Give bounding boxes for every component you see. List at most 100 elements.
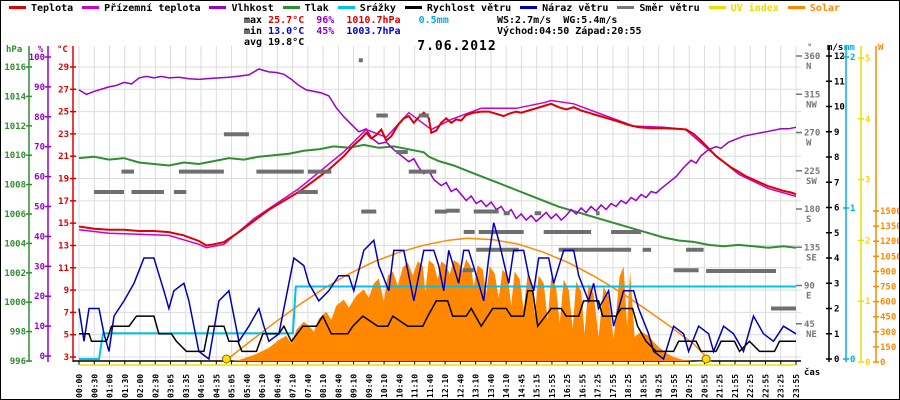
stats-wind-row: WS:2.7m/s WG:5.4m/s (497, 15, 617, 26)
axis-header-hPa: hPa (6, 45, 22, 55)
legend-swatch (708, 5, 726, 9)
svg-text:13: 13 (58, 241, 69, 251)
legend-swatch (337, 5, 355, 9)
stats-max-row: max 25.7°C 96% 1010.7hPa 0.5mm (244, 15, 449, 26)
svg-text:45: 45 (804, 320, 815, 330)
legend-item-tlak: Tlak (282, 3, 329, 14)
x-tick-label: 22:25 (746, 374, 755, 398)
svg-text:8: 8 (834, 153, 839, 163)
stats-value: 0.5mm (418, 15, 449, 26)
x-tick-label: 09:40 (365, 374, 374, 398)
x-tick-label: 18:55 (639, 374, 648, 398)
legend-item-rychlost-v-tru: Rychlost větru (404, 3, 512, 14)
axis-header-tempC: °C (57, 45, 68, 55)
x-tick-label: 19:25 (655, 374, 664, 398)
svg-text:900: 900 (880, 267, 896, 277)
stats-value (334, 26, 346, 37)
series-solar-max (223, 237, 712, 363)
svg-text:1050: 1050 (880, 252, 900, 262)
svg-text:135: 135 (804, 243, 820, 253)
series-wind-gust (78, 222, 797, 361)
legend-label: Srážky (359, 3, 396, 14)
stats-sun-row: Východ:04:50 Západ:20:55 (497, 26, 642, 37)
svg-text:9: 9 (834, 128, 839, 138)
svg-text:1200: 1200 (880, 237, 900, 247)
svg-text:1000: 1000 (4, 298, 26, 308)
x-tick-label: 16:25 (563, 374, 572, 398)
svg-text:600: 600 (880, 298, 896, 308)
x-tick-label: 06:40 (273, 374, 282, 398)
legend-item-vlhkost: Vlhkost (209, 3, 274, 14)
x-tick-label: 11:10 (411, 374, 420, 398)
legend-swatch (209, 5, 227, 9)
svg-text:SW: SW (806, 177, 817, 187)
stats-value (551, 15, 563, 26)
svg-text:90: 90 (34, 83, 45, 93)
axis-header-W: W (878, 43, 884, 53)
x-tick-label: 04:35 (212, 374, 221, 398)
stats-value (401, 15, 419, 26)
svg-text:1014: 1014 (4, 92, 26, 102)
svg-text:15: 15 (58, 219, 69, 229)
svg-text:NW: NW (806, 100, 817, 110)
series-solar (223, 259, 707, 362)
legend-label: Rychlost větru (426, 3, 512, 14)
legend-swatch (9, 5, 26, 9)
x-tick-label: 07:40 (304, 374, 313, 398)
x-tick-label: 10:10 (380, 374, 389, 398)
svg-text:10: 10 (834, 103, 845, 113)
chart-title: 7.06.2012 (417, 39, 497, 54)
svg-text:1002: 1002 (4, 269, 26, 279)
stats-value: max (244, 15, 269, 26)
svg-text:6: 6 (834, 204, 839, 214)
series-humidity (78, 68, 797, 223)
x-tick-label: 14:45 (517, 374, 526, 398)
svg-text:1500: 1500 (880, 207, 900, 217)
x-tick-label: 18:25 (624, 374, 633, 398)
svg-text:90: 90 (804, 282, 815, 292)
stats-value: 13.0°C (268, 26, 305, 37)
svg-text:360: 360 (804, 52, 820, 62)
svg-text:1012: 1012 (4, 122, 26, 132)
svg-text:225: 225 (804, 167, 820, 177)
legend-item-n-raz-v-tru: Náraz větru (520, 3, 608, 14)
svg-text:27: 27 (58, 85, 69, 95)
svg-text:70: 70 (34, 143, 45, 153)
x-tick-label: 03:35 (182, 374, 191, 398)
x-tick-label: 05:05 (228, 374, 237, 398)
legend-swatch (520, 5, 538, 9)
stats-value: 19.8°C (268, 37, 305, 48)
svg-text:W: W (806, 139, 812, 149)
x-tick-label: 10:40 (395, 374, 404, 398)
x-tick-label: 01:00 (106, 374, 115, 398)
x-tick-label: 15:15 (533, 374, 542, 398)
legend-item-sr-ky: Srážky (337, 3, 396, 14)
x-tick-label: 20:55 (700, 374, 709, 398)
x-tick-label: 02:00 (136, 374, 145, 398)
x-tick-label: 17:55 (609, 374, 618, 398)
stats-value: 96% (316, 15, 335, 26)
x-tick-label: 17:25 (594, 374, 603, 398)
stats-value: 45% (316, 26, 335, 37)
x-tick-label: 23:25 (777, 374, 786, 398)
svg-text:1006: 1006 (4, 210, 26, 220)
legend: Teplota Přízemní teplota Vlhkost Tlak Srážky… (9, 3, 849, 14)
stats-value: WS:2.7m/s (497, 15, 552, 26)
x-tick-label: 01:30 (121, 374, 130, 398)
stats-value (334, 15, 346, 26)
svg-text:450: 450 (880, 313, 896, 323)
legend-item-sm-r-v-tru: Směr větru (617, 3, 700, 14)
x-tick-label: 14:10 (502, 374, 511, 398)
svg-text:7: 7 (64, 308, 69, 318)
svg-text:9: 9 (64, 286, 69, 296)
axis-header-mm: mm (844, 43, 855, 53)
series-pressure (78, 143, 797, 249)
x-tick-label: 11:40 (426, 374, 435, 398)
svg-text:12: 12 (834, 52, 845, 62)
x-axis-caption: čas (804, 367, 820, 378)
svg-text:S: S (806, 215, 811, 225)
svg-text:300: 300 (880, 328, 896, 338)
legend-item-uv-index: UV index (708, 3, 779, 14)
svg-text:1: 1 (834, 330, 839, 340)
legend-swatch (617, 5, 635, 9)
